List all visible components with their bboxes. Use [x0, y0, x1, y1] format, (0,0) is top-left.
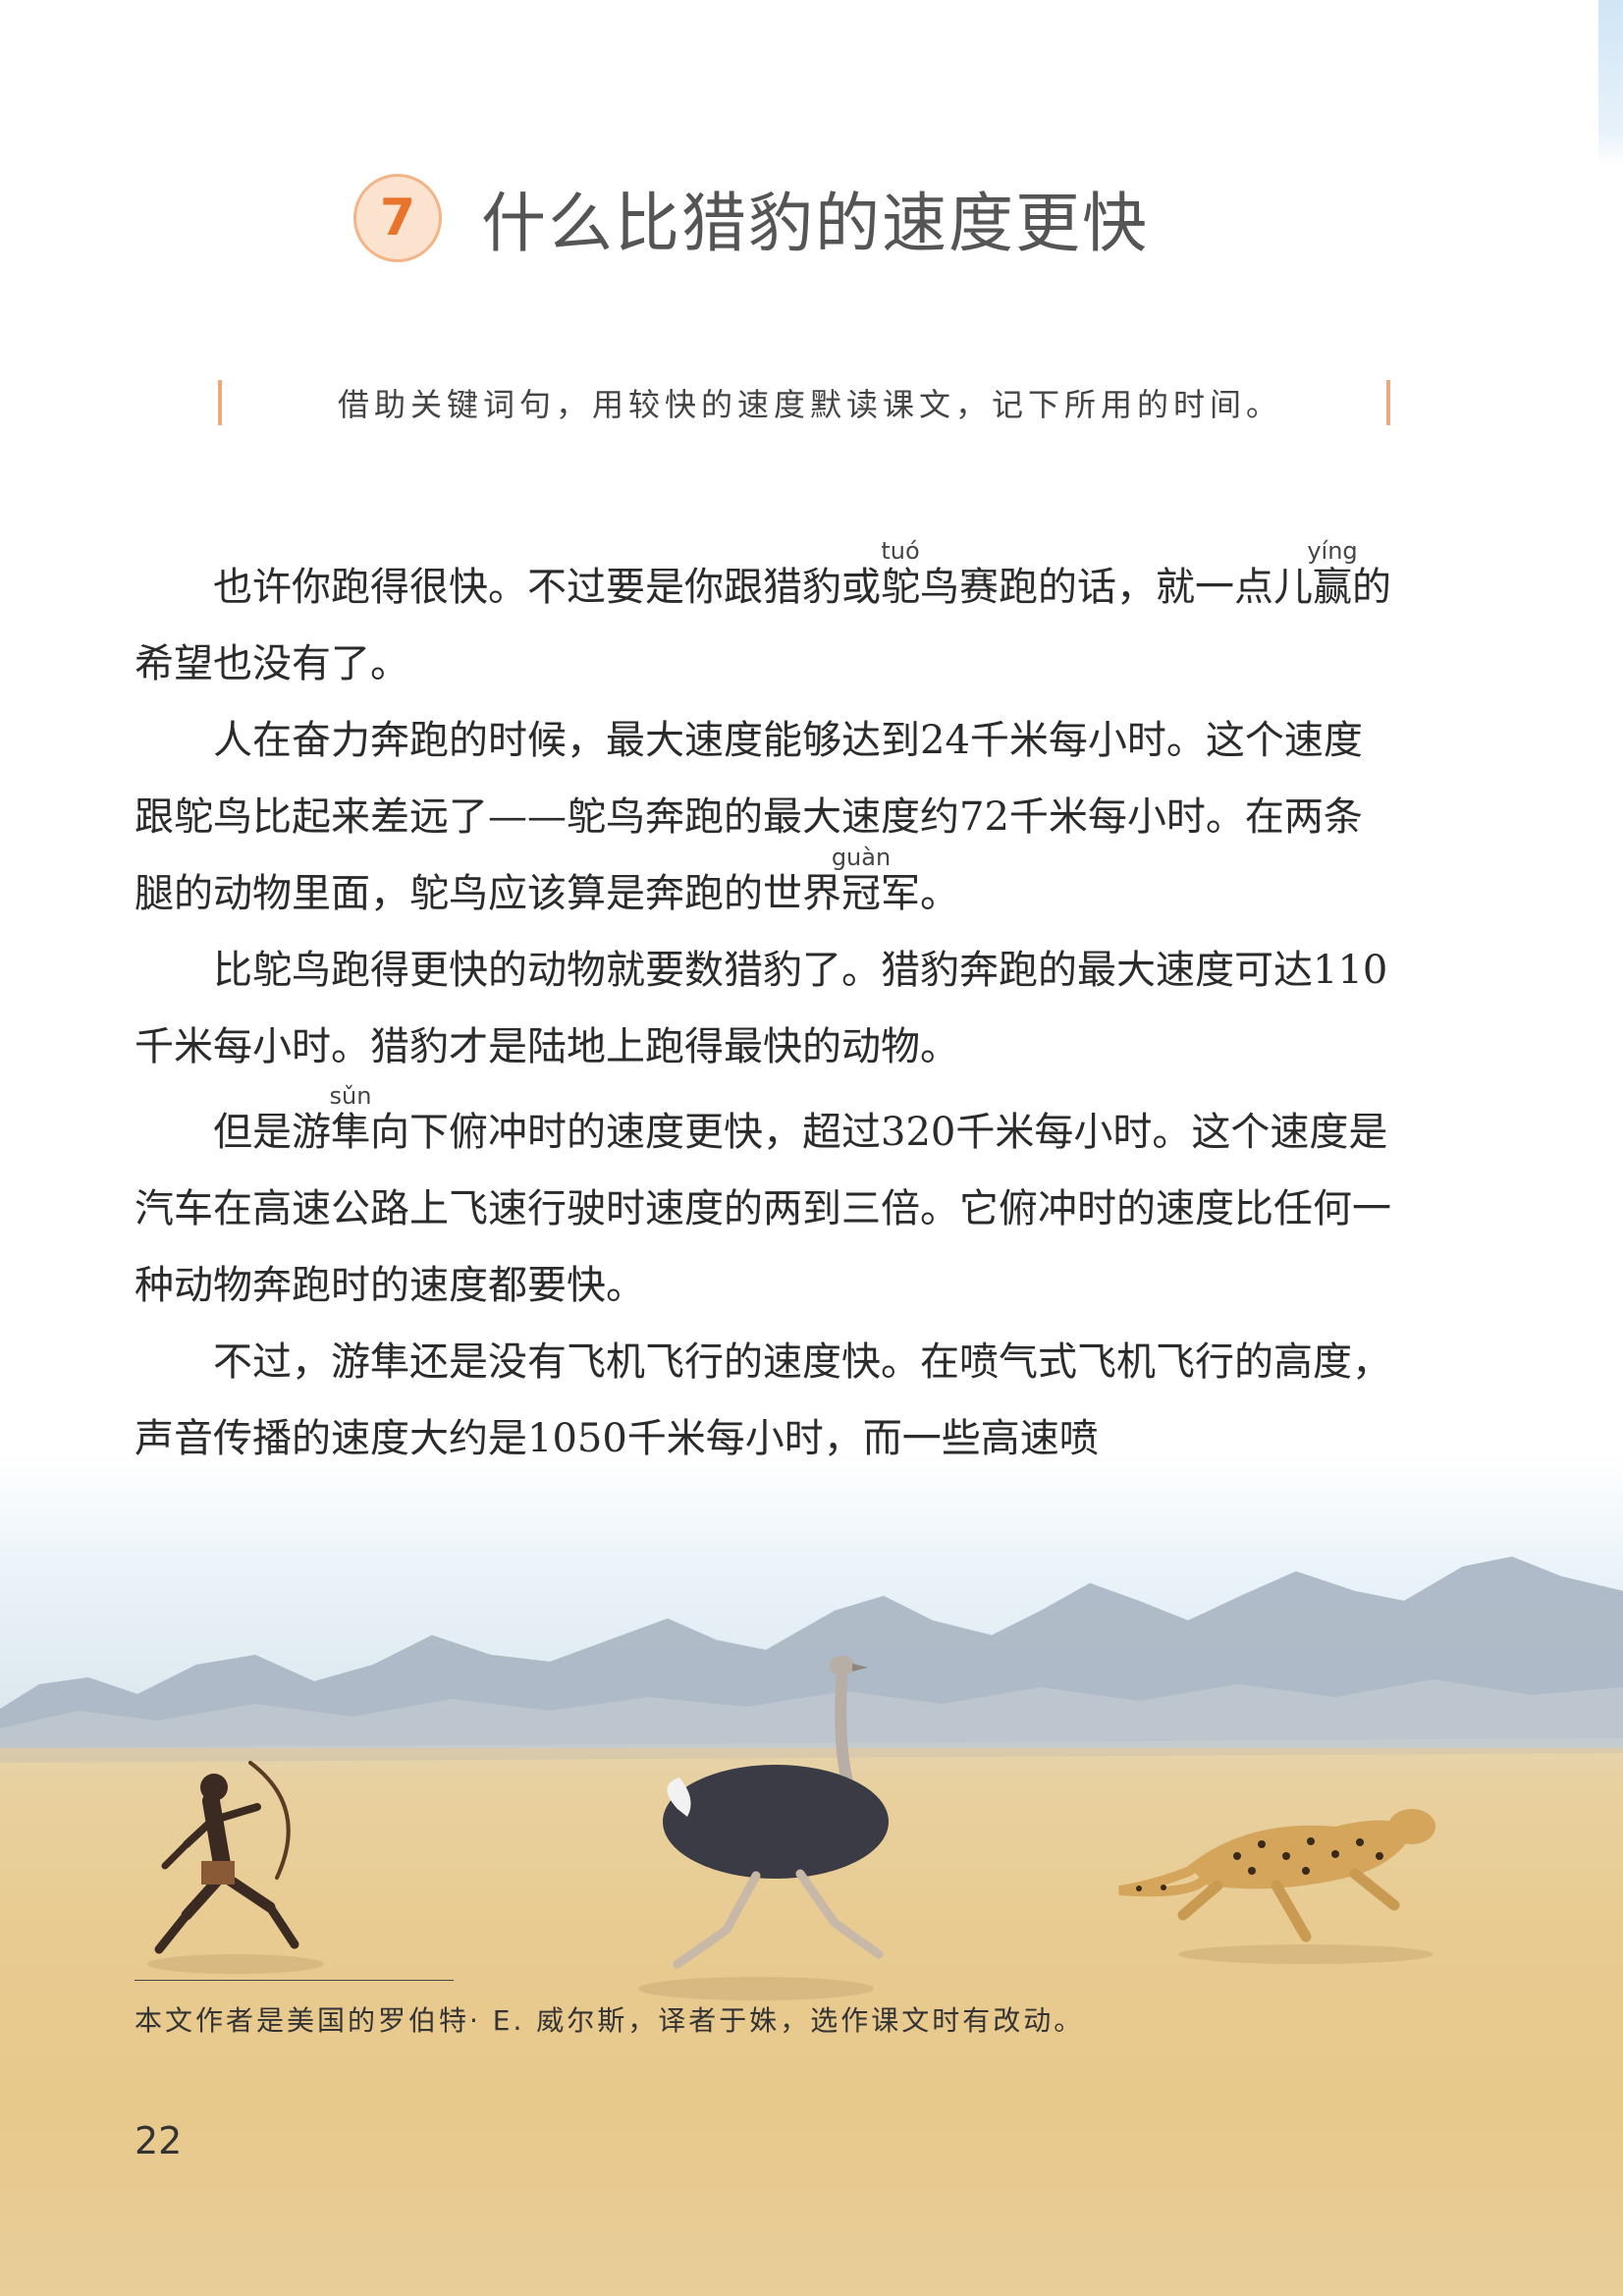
- illustration-svg: [0, 1453, 1623, 2296]
- lesson-body: 也许你跑得很快。不过要是你跟猎豹或鸵tuó鸟赛跑的话，就一点儿赢yíng的希望也…: [135, 540, 1397, 1477]
- lesson-title-text: 什么比猎豹的速度更快: [481, 171, 1149, 265]
- p1-ruby1-pinyin: tuó: [881, 537, 920, 565]
- p2-ruby-pinyin: guàn: [832, 844, 891, 871]
- p5-text-1: 不过，游隼还是没有飞机飞行的速度快。在喷气式飞机飞行的高度，声音传播的速度大约是…: [135, 1339, 1391, 1461]
- illustration: [0, 1453, 1623, 2296]
- p1-ruby2-pinyin: yíng: [1307, 537, 1357, 565]
- runner-shadow-icon: [147, 1954, 324, 1974]
- footnote-divider: [135, 1980, 454, 1981]
- paragraph-1: 也许你跑得很快。不过要是你跟猎豹或鸵tuó鸟赛跑的话，就一点儿赢yíng的希望也…: [135, 540, 1397, 702]
- p4-ruby-base: 隼: [330, 1110, 372, 1155]
- ostrich-shadow-icon: [638, 1977, 874, 2000]
- p2-text-1: 人在奋力奔跑的时候，最大速度能够达到24千米每小时。这个速度跟鸵鸟比起来差远了—…: [135, 718, 1363, 916]
- lesson-number: 7: [380, 189, 415, 247]
- pinyin-sun: 隼sǔn: [331, 1110, 370, 1155]
- p1-text-1: 也许你跑得很快。不过要是你跟猎豹或: [213, 565, 881, 610]
- lesson-title: 7 什么比猎豹的速度更快: [353, 169, 1149, 267]
- p1-ruby2-base: 赢: [1307, 565, 1357, 610]
- pinyin-guan: 冠guàn: [841, 871, 881, 916]
- page-number: 22: [135, 2119, 182, 2162]
- paragraph-3: 比鸵鸟跑得更快的动物就要数猎豹了。猎豹奔跑的最大速度可达110千米每小时。猎豹才…: [135, 932, 1397, 1085]
- page-edge-tab: [1598, 0, 1623, 167]
- p3-text-1: 比鸵鸟跑得更快的动物就要数猎豹了。猎豹奔跑的最大速度可达110千米每小时。猎豹才…: [135, 948, 1387, 1069]
- guide-left-bar: [218, 380, 222, 425]
- guide-instruction: 借助关键词句，用较快的速度默读课文，记下所用的时间。: [338, 380, 1282, 425]
- p2-text-2: 军。: [881, 871, 959, 916]
- paragraph-4: 但是游隼sǔn向下俯冲时的速度更快，超过320千米每小时。这个速度是汽车在高速公…: [135, 1085, 1397, 1324]
- pinyin-tuo: 鸵tuó: [881, 565, 920, 610]
- cheetah-shadow-icon: [1178, 1944, 1434, 1964]
- lesson-number-badge: 7: [353, 174, 442, 262]
- p4-text-1: 但是游: [213, 1110, 331, 1155]
- footnote: 本文作者是美国的罗伯特· E. 威尔斯，译者于姝，选作课文时有改动。: [135, 1999, 1084, 2039]
- pinyin-ying: 赢yíng: [1313, 565, 1352, 610]
- p1-text-2: 鸟赛跑的话，就一点儿: [920, 565, 1313, 610]
- p4-ruby-pinyin: sǔn: [330, 1082, 372, 1110]
- reading-guide: 借助关键词句，用较快的速度默读课文，记下所用的时间。: [212, 378, 1390, 433]
- p1-ruby1-base: 鸵: [881, 565, 920, 610]
- guide-right-bar: [1386, 380, 1390, 425]
- paragraph-2: 人在奋力奔跑的时候，最大速度能够达到24千米每小时。这个速度跟鸵鸟比起来差远了—…: [135, 702, 1397, 932]
